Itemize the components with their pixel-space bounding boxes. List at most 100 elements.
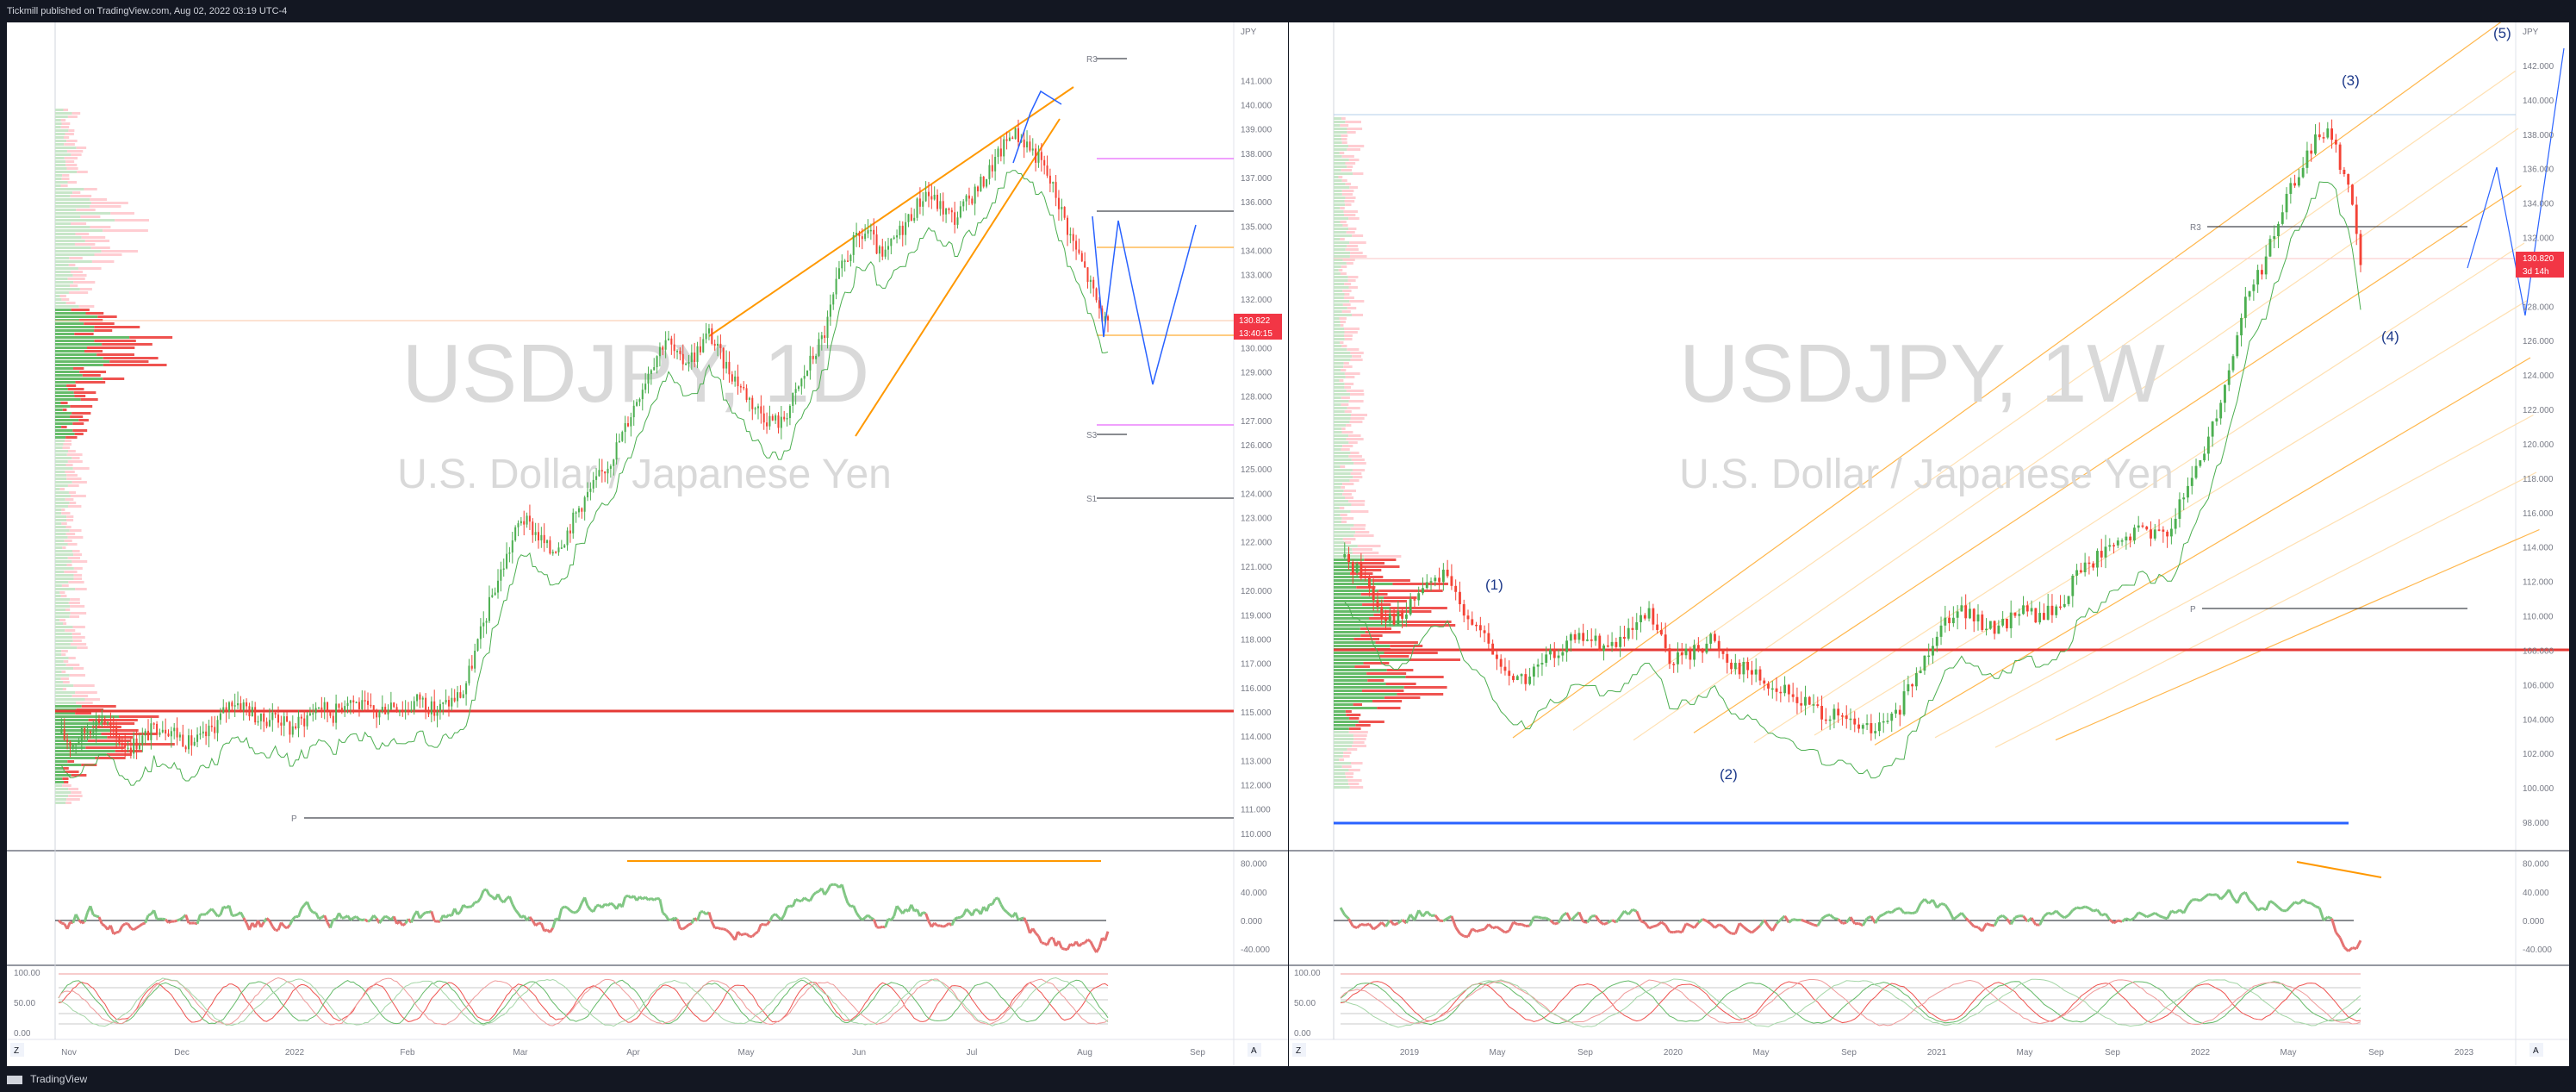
time-axis[interactable]: Nov Dec 2022 Feb Mar Apr May Jun Jul Aug Sep <box>61 1048 1205 1058</box>
candle-body <box>528 515 531 522</box>
candle-body <box>869 229 872 232</box>
volume-bar-down <box>1352 745 1366 747</box>
volume-bar-up <box>55 753 107 756</box>
volume-bar-up <box>55 657 69 659</box>
volume-bar-up <box>55 429 73 432</box>
rsi-segment <box>775 913 780 919</box>
candle-body <box>2038 613 2042 623</box>
candle-body <box>824 335 826 339</box>
candle-body <box>1557 655 1560 658</box>
volume-bar-down <box>65 164 78 166</box>
rsi-segment <box>561 905 566 910</box>
volume-bar-up <box>55 333 75 335</box>
candle-body <box>1750 670 1753 675</box>
volume-bar-down <box>1341 517 1354 520</box>
volume-bar-up <box>55 450 68 452</box>
auto-scale-button[interactable] <box>2529 1043 2543 1057</box>
candle-body <box>2351 184 2354 205</box>
volume-bar-up <box>55 322 84 325</box>
rsi-segment <box>1021 916 1025 920</box>
candle-body <box>598 470 600 477</box>
volume-bar-down <box>102 343 152 346</box>
time-axis[interactable]: 2019 May Sep 2020 May Sep 2021 May Sep 2022 May Sep… <box>1400 1048 2474 1058</box>
rsi-segment <box>2162 915 2168 920</box>
volume-bar-up <box>55 781 64 783</box>
volume-bar-up <box>1334 290 1343 292</box>
candle-body <box>2211 421 2214 437</box>
candle-body <box>439 703 441 712</box>
volume-bar-down <box>109 360 149 363</box>
rsi-segment <box>511 903 517 911</box>
volume-bar-down <box>1348 434 1361 437</box>
price-tick: 126.000 <box>1241 441 1272 451</box>
price-axis[interactable]: 141.000140.000139.000138.000137.000136.0… <box>1241 77 1272 839</box>
rsi-segment <box>210 908 216 914</box>
volume-bar-up <box>1334 731 1349 733</box>
rsi-segment <box>1476 928 1481 933</box>
rsi-segment <box>1640 920 1646 924</box>
rsi-segment <box>101 922 106 927</box>
candle-body <box>488 596 490 621</box>
volume-bar-down <box>1343 362 1349 365</box>
time-tick: Mar <box>513 1048 528 1058</box>
candle-body <box>2137 525 2140 528</box>
zoom-button[interactable] <box>10 1043 24 1057</box>
rsi-segment <box>1660 920 1667 927</box>
wave-label-1: (1) <box>1485 577 1503 593</box>
chart-panel-daily[interactable]: USDJPY, 1D U.S. Dollar / Japanese Yen R3… <box>7 22 1288 1066</box>
volume-bar-up <box>55 512 62 515</box>
candle-body <box>1524 674 1528 684</box>
volume-bar-down <box>1343 365 1353 368</box>
candle-body <box>809 355 812 371</box>
candle-body <box>1067 217 1069 235</box>
candle-body <box>1812 704 1815 706</box>
rsi-tick: -40.000 <box>2523 945 2552 955</box>
rsi-segment <box>2289 901 2296 908</box>
volume-bar-down <box>73 281 96 284</box>
candle-body <box>376 711 378 718</box>
candle-body <box>1886 721 1889 722</box>
candle-body <box>2169 528 2173 537</box>
candle-body <box>1031 148 1034 151</box>
volume-bar-down <box>78 267 102 270</box>
volume-bar-down <box>1360 565 1400 568</box>
rsi-segment <box>1862 917 1869 927</box>
candle-body <box>355 702 358 703</box>
volume-bar-up <box>55 595 61 597</box>
zoom-button[interactable] <box>1292 1043 1306 1057</box>
candle-body <box>1380 607 1384 619</box>
candle-body <box>95 719 97 733</box>
candle-body <box>2067 596 2070 604</box>
volume-bar-down <box>1340 514 1347 516</box>
volume-bar-down <box>1351 459 1365 461</box>
candle-body <box>1622 636 1626 640</box>
volume-bar-down <box>62 688 66 690</box>
rsi-segment <box>1813 923 1819 927</box>
volume-bar-up <box>1334 162 1346 165</box>
candle-body <box>291 726 294 735</box>
chart-panel-weekly[interactable]: USDJPY, 1W U.S. Dollar / Japanese Yen R3… <box>1289 22 2569 1066</box>
rsi-segment <box>421 911 427 916</box>
volume-bar-down <box>1348 727 1361 730</box>
volume-bar-up <box>55 519 67 521</box>
candles <box>60 119 1110 760</box>
rsi-segment <box>884 918 890 928</box>
candle-body <box>924 191 927 202</box>
candle-body <box>1478 625 1482 631</box>
chart-weekly-svg[interactable]: USDJPY, 1W U.S. Dollar / Japanese Yen R3… <box>1289 22 2569 1066</box>
volume-bar-down <box>1364 558 1397 561</box>
rsi-segment <box>92 914 97 918</box>
candle-body <box>2256 270 2260 285</box>
volume-bar-down <box>1353 638 1380 640</box>
chart-daily-svg[interactable]: USDJPY, 1D U.S. Dollar / Japanese Yen R3… <box>7 22 1288 1066</box>
volume-bar-down <box>1348 783 1360 785</box>
volume-bar-up <box>55 164 66 166</box>
volume-bar-up <box>1334 469 1353 471</box>
candle-body <box>644 384 647 390</box>
volume-bar-up <box>55 474 67 477</box>
volume-bar-down <box>1390 645 1423 647</box>
volume-bar-down <box>1341 169 1353 172</box>
candle-body <box>1528 676 1532 684</box>
auto-scale-button[interactable] <box>1248 1043 1261 1057</box>
candle-body <box>2071 575 2075 596</box>
